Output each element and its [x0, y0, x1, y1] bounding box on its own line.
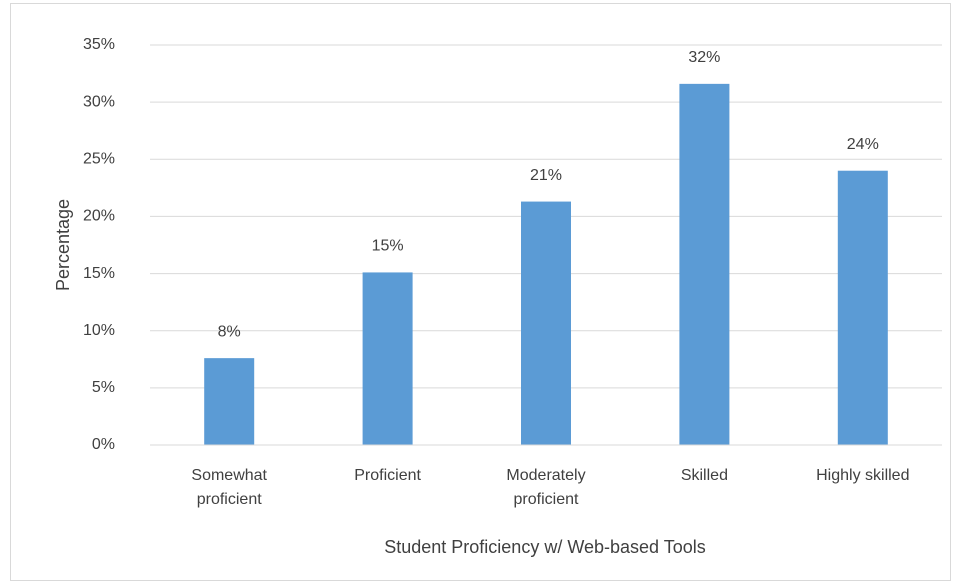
- x-tick-label: Skilled: [681, 467, 728, 484]
- y-axis-title: Percentage: [53, 199, 73, 291]
- chart-border: [10, 3, 951, 581]
- x-tick-label: Moderately proficient: [506, 467, 585, 508]
- y-tick-label: 5%: [92, 379, 115, 396]
- value-label: 15%: [372, 238, 404, 255]
- y-tick-label: 25%: [83, 151, 115, 168]
- bar: [521, 201, 571, 445]
- bar: [837, 170, 888, 445]
- value-label: 24%: [847, 136, 879, 153]
- x-axis-title: Student Proficiency w/ Web-based Tools: [384, 537, 706, 557]
- x-tick-label: Somewhat proficient: [191, 467, 267, 508]
- value-label: 8%: [218, 323, 241, 340]
- bar: [362, 272, 413, 445]
- y-tick-label: 30%: [83, 93, 115, 110]
- y-tick-label: 20%: [83, 208, 115, 225]
- y-tick-label: 10%: [83, 322, 115, 339]
- x-tick-label: Proficient: [354, 467, 421, 484]
- value-label: 32%: [688, 49, 720, 66]
- y-tick-label: 35%: [83, 36, 115, 53]
- bar: [679, 83, 730, 445]
- y-tick-label: 15%: [83, 265, 115, 282]
- value-label: 21%: [530, 167, 562, 184]
- bar: [204, 358, 255, 445]
- x-tick-label: Highly skilled: [816, 467, 909, 484]
- y-tick-label: 0%: [92, 436, 115, 453]
